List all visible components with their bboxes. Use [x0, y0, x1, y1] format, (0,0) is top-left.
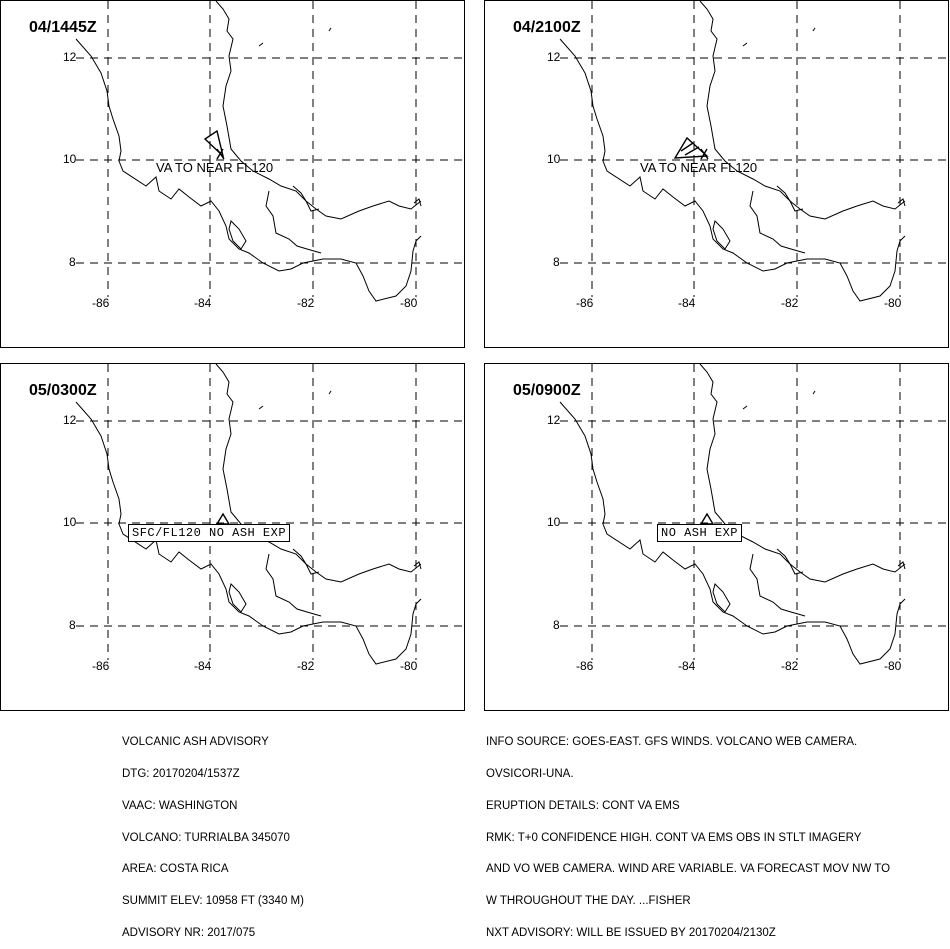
- forecast-box-label: SFC/FL120 NO ASH EXP: [128, 524, 291, 542]
- lat-label: 8: [69, 618, 76, 632]
- map-panel-3: 05/0300Z 12 10 8 -86 -84 -82 -80 SFC/FL1…: [0, 363, 465, 711]
- advisory-line: AREA: COSTA RICA: [122, 863, 229, 876]
- lon-label: -82: [297, 296, 315, 310]
- lon-label: -82: [781, 659, 799, 673]
- advisory-line: ERUPTION DETAILS: CONT VA EMS: [486, 799, 680, 812]
- map-panel-4: 05/0900Z 12 10 8 -86 -84 -82 -80 NO ASH …: [484, 363, 949, 711]
- map-canvas: [559, 1, 948, 302]
- ash-area-label: VA TO NEAR FL120: [640, 160, 758, 175]
- advisory-line: NXT ADVISORY: WILL BE ISSUED BY 20170204…: [486, 926, 776, 939]
- lon-label: -82: [297, 659, 315, 673]
- panel-time: 05/0900Z: [512, 382, 582, 400]
- lon-label: -84: [678, 296, 696, 310]
- advisory-line: INFO SOURCE: GOES-EAST. GFS WINDS. VOLCA…: [486, 736, 858, 749]
- map-panel-2: 04/2100Z 12 10 8 -86 -84 -82 -80 VA TO N…: [484, 0, 949, 348]
- advisory-line: VAAC: WASHINGTON: [122, 799, 238, 812]
- panel-time: 04/2100Z: [512, 19, 582, 37]
- lon-label: -82: [781, 296, 799, 310]
- advisory-line: W THROUGHOUT THE DAY. ...FISHER: [486, 895, 691, 908]
- advisory-line: ADVISORY NR: 2017/075: [122, 926, 256, 939]
- panel-time: 04/1445Z: [28, 19, 98, 37]
- lat-label: 12: [63, 413, 77, 427]
- lon-label: -80: [400, 659, 418, 673]
- lat-label: 10: [547, 515, 561, 529]
- map-panel-1: 04/1445Z 12 10 8 -86 -84 -82 -80 VA TO N…: [0, 0, 465, 348]
- lon-label: -84: [194, 659, 212, 673]
- lat-label: 8: [553, 618, 560, 632]
- advisory-remarks: INFO SOURCE: GOES-EAST. GFS WINDS. VOLCA…: [486, 716, 890, 949]
- lat-label: 10: [63, 515, 77, 529]
- advisory-line: AND VO WEB CAMERA. WIND ARE VARIABLE. VA…: [486, 863, 891, 876]
- forecast-box-label: NO ASH EXP: [657, 524, 743, 542]
- advisory-line: OVSICORI-UNA.: [486, 767, 574, 780]
- lon-label: -86: [576, 296, 594, 310]
- advisory-header: VOLCANIC ASH ADVISORY DTG: 20170204/1537…: [122, 716, 304, 949]
- lat-label: 12: [63, 50, 77, 64]
- advisory-line: RMK: T+0 CONFIDENCE HIGH. CONT VA EMS OB…: [486, 831, 862, 844]
- ash-polygon: [203, 129, 225, 160]
- lon-label: -86: [92, 659, 110, 673]
- lon-label: -80: [400, 296, 418, 310]
- lat-label: 8: [553, 255, 560, 269]
- lon-label: -80: [884, 659, 902, 673]
- lon-label: -86: [92, 296, 110, 310]
- advisory-line: SUMMIT ELEV: 10958 FT (3340 M): [122, 895, 304, 908]
- advisory-line: DTG: 20170204/1537Z: [122, 767, 240, 780]
- map-canvas: [559, 364, 948, 665]
- lon-label: -86: [576, 659, 594, 673]
- advisory-line: VOLCANO: TURRIALBA 345070: [122, 831, 290, 844]
- map-canvas: [75, 1, 464, 302]
- lon-label: -84: [678, 659, 696, 673]
- ash-polygon: [673, 136, 709, 160]
- advisory-line: VOLCANIC ASH ADVISORY: [122, 736, 269, 749]
- lat-label: 10: [547, 152, 561, 166]
- lon-label: -84: [194, 296, 212, 310]
- lat-label: 10: [63, 152, 77, 166]
- lat-label: 12: [547, 50, 561, 64]
- lat-label: 12: [547, 413, 561, 427]
- lon-label: -80: [884, 296, 902, 310]
- ash-area-label: VA TO NEAR FL120: [156, 160, 274, 175]
- lat-label: 8: [69, 255, 76, 269]
- panel-time: 05/0300Z: [28, 382, 98, 400]
